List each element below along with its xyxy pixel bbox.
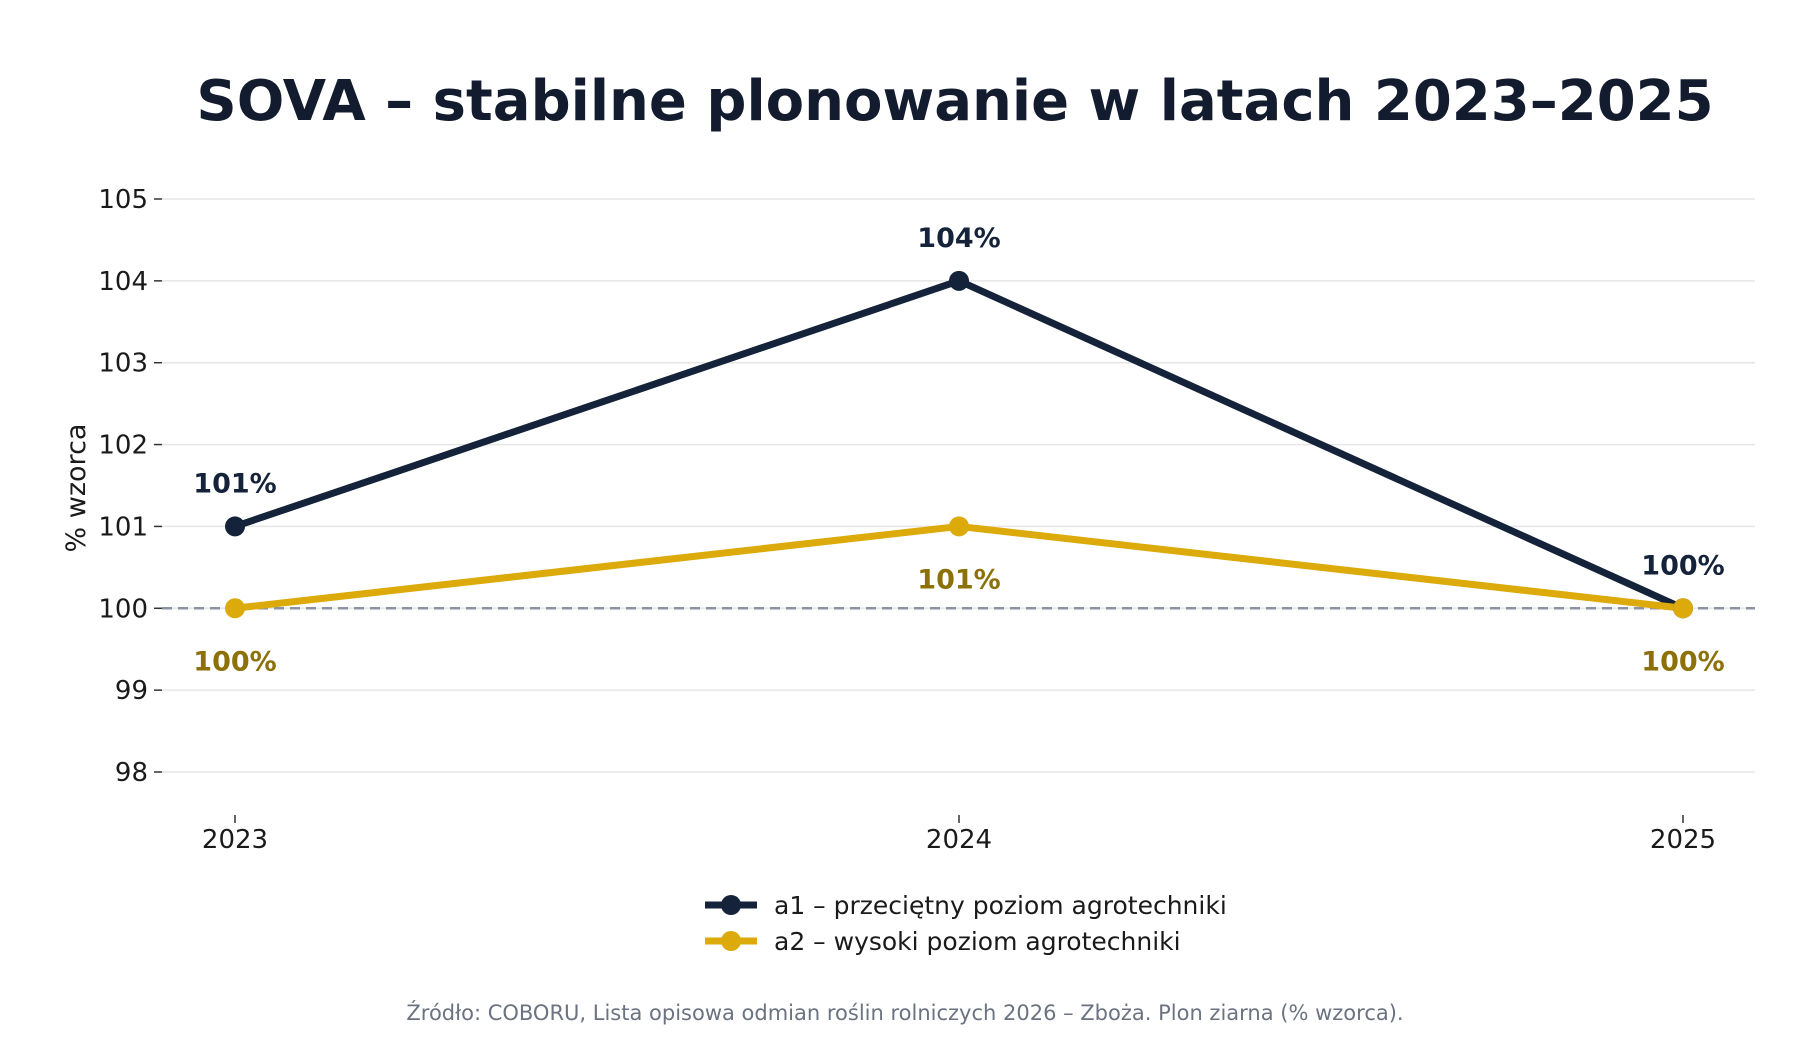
- data-label: 100%: [1641, 646, 1724, 677]
- data-label: 101%: [193, 468, 276, 499]
- y-axis-label: % wzorca: [61, 424, 92, 553]
- y-tick-label: 99: [115, 676, 148, 706]
- y-axis: 98 99 100 101 102 103 104 105: [98, 185, 162, 788]
- y-tick-label: 101: [98, 512, 148, 542]
- data-labels: 101% 104% 100% 100% 101% 100%: [193, 223, 1724, 677]
- data-label: 104%: [917, 223, 1000, 254]
- data-point: [225, 516, 245, 537]
- y-tick-label: 105: [98, 185, 148, 215]
- legend-swatch-marker: [721, 931, 741, 951]
- x-tick-label: 2025: [1650, 825, 1716, 855]
- legend-entry-label: a1 – przeciętny poziom agrotechniki: [774, 891, 1227, 920]
- series-group: [225, 270, 1693, 619]
- y-tick-label: 102: [98, 431, 148, 461]
- data-point: [1673, 598, 1693, 619]
- legend-swatch-marker: [721, 895, 741, 915]
- y-tick-label: 103: [98, 349, 148, 379]
- data-point: [225, 598, 245, 619]
- x-tick-label: 2024: [926, 825, 992, 855]
- x-tick-label: 2023: [202, 825, 268, 855]
- y-tick-label: 98: [115, 758, 148, 788]
- y-tick-label: 104: [98, 267, 148, 297]
- legend-entry-label: a2 – wysoki poziom agrotechniki: [774, 927, 1181, 956]
- x-axis: 2023 2024 2025: [202, 815, 1716, 855]
- source-note: Źródło: COBORU, Lista opisowa odmian roś…: [406, 1000, 1403, 1025]
- legend: a1 – przeciętny poziom agrotechniki a2 – …: [705, 891, 1227, 956]
- data-point: [949, 516, 969, 537]
- chart-title: SOVA – stabilne plonowanie w latach 2023…: [196, 69, 1713, 134]
- data-point: [949, 270, 969, 291]
- data-label: 101%: [917, 564, 1000, 595]
- data-label: 100%: [1641, 550, 1724, 581]
- data-label: 100%: [193, 646, 276, 677]
- y-tick-label: 100: [98, 594, 148, 624]
